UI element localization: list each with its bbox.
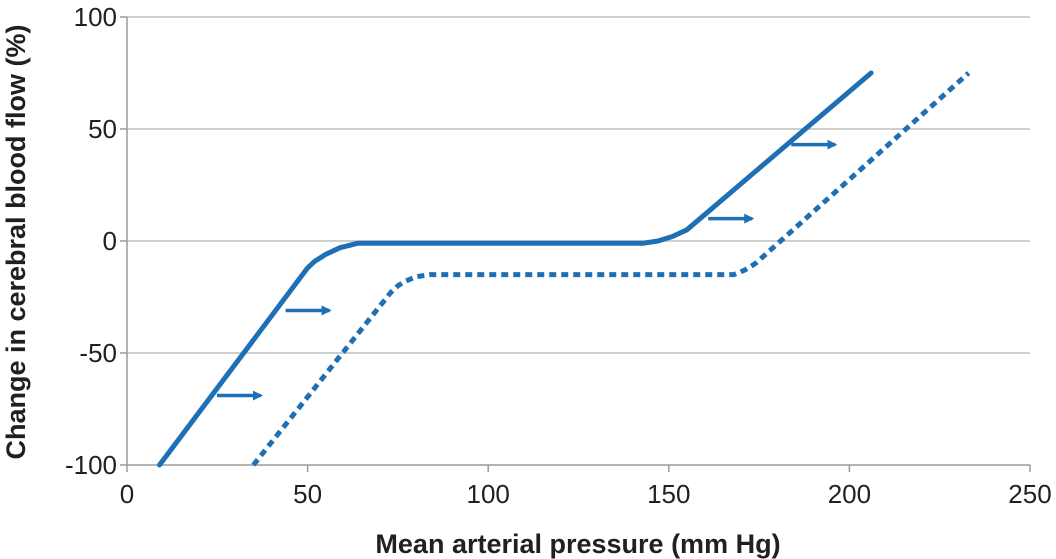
x-tick-label-0: 0 [120, 479, 134, 509]
x-tick-label-2: 100 [467, 479, 510, 509]
y-tick-label-3: 50 [88, 114, 117, 144]
x-axis-title: Mean arterial pressure (mm Hg) [375, 529, 780, 559]
series-line-dashed [251, 71, 971, 467]
axes [120, 16, 1031, 472]
shift-arrows [216, 139, 838, 401]
x-tick-label-3: 150 [647, 479, 690, 509]
x-tick-label-5: 250 [1008, 479, 1051, 509]
x-tick-label-1: 50 [293, 479, 322, 509]
y-tick-label-1: -50 [79, 338, 117, 368]
y-tick-label-4: 100 [74, 2, 117, 32]
x-tick-labels: 0 50 100 150 200 250 [120, 479, 1052, 509]
series-line-solid [157, 70, 874, 468]
y-tick-labels: -100 -50 0 50 100 [65, 2, 117, 480]
gridlines [127, 16, 1030, 354]
y-tick-label-2: 0 [103, 226, 117, 256]
y-tick-label-0: -100 [65, 450, 117, 480]
series-lines [157, 70, 971, 468]
x-tick-label-4: 200 [828, 479, 871, 509]
y-axis-title: Change in cerebral blood flow (%) [1, 24, 31, 459]
